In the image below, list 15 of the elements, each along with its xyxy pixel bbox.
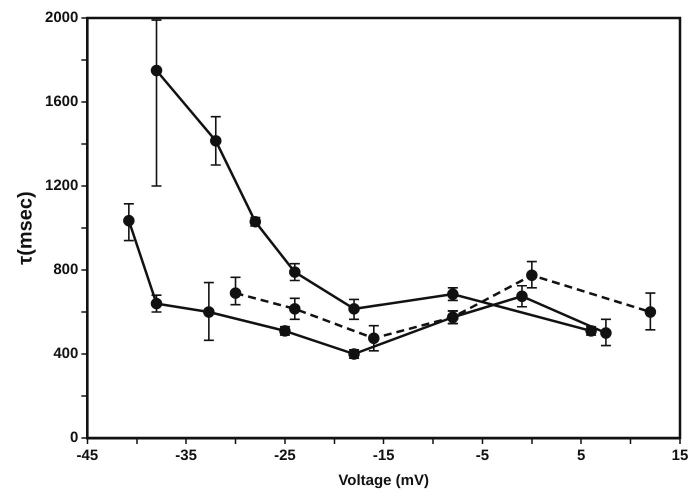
y-tick-label: 0 — [70, 429, 78, 446]
x-tick-label: 5 — [577, 447, 586, 464]
y-axis-title: τ(msec) — [14, 191, 37, 265]
x-tick-label: -35 — [175, 447, 197, 464]
y-tick-label: 1200 — [44, 177, 78, 194]
x-tick-label: -15 — [372, 447, 395, 464]
x-tick-label: -5 — [476, 447, 490, 464]
y-tick-label: 400 — [53, 345, 78, 362]
y-tick-label: 1600 — [44, 93, 78, 110]
y-tick-label: 800 — [53, 261, 78, 278]
y-tick-label: 2000 — [44, 9, 78, 26]
x-tick-label: -45 — [76, 447, 98, 464]
x-tick-label: 15 — [672, 447, 688, 464]
x-axis-title: Voltage (mV) — [338, 472, 429, 490]
x-tick-label: -25 — [274, 447, 296, 464]
